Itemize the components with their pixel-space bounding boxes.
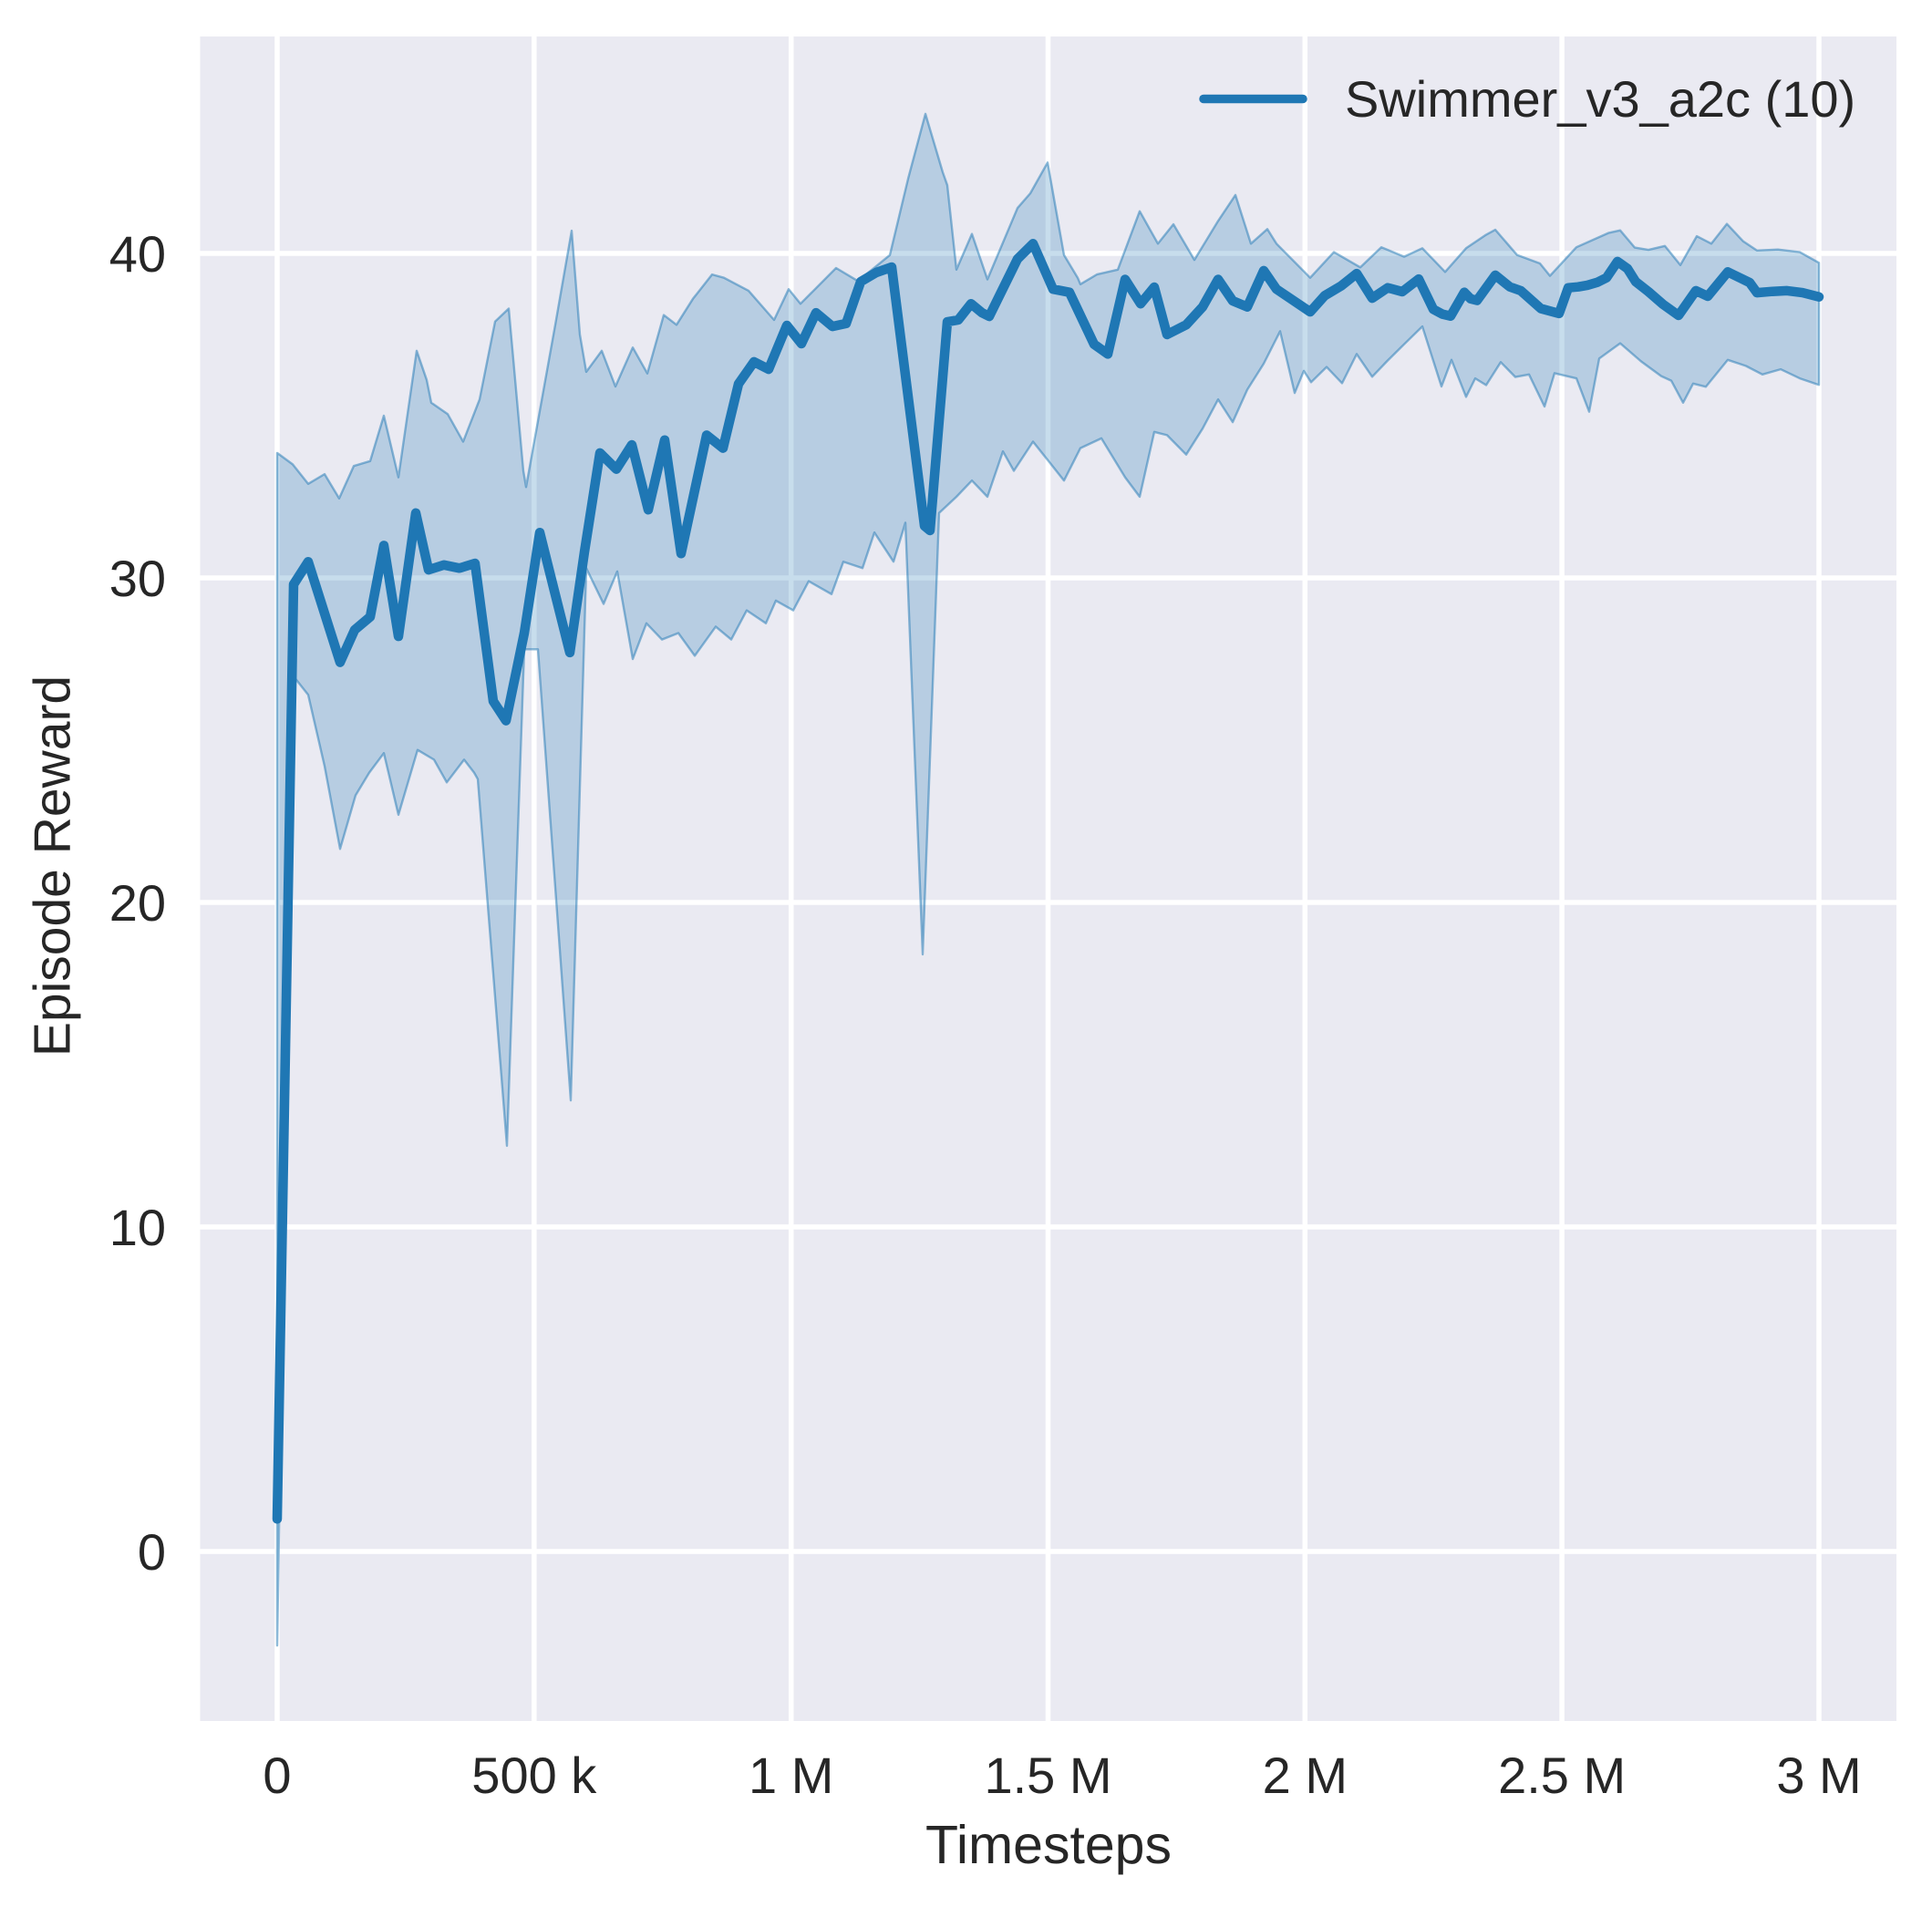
svg-text:20: 20: [109, 874, 166, 932]
svg-text:Swimmer_v3_a2c (10): Swimmer_v3_a2c (10): [1345, 70, 1855, 128]
svg-text:10: 10: [109, 1199, 166, 1256]
svg-text:0: 0: [263, 1747, 291, 1804]
svg-text:2 M: 2 M: [1263, 1747, 1348, 1804]
svg-text:1 M: 1 M: [749, 1747, 833, 1804]
svg-text:0: 0: [138, 1523, 166, 1581]
svg-text:500 k: 500 k: [471, 1747, 597, 1804]
svg-text:30: 30: [109, 550, 166, 607]
svg-text:Episode Reward: Episode Reward: [24, 675, 82, 1056]
svg-text:3 M: 3 M: [1776, 1747, 1861, 1804]
svg-text:1.5 M: 1.5 M: [984, 1747, 1111, 1804]
svg-text:40: 40: [109, 225, 166, 283]
svg-text:Timesteps: Timesteps: [925, 1815, 1172, 1875]
svg-text:2.5 M: 2.5 M: [1498, 1747, 1626, 1804]
